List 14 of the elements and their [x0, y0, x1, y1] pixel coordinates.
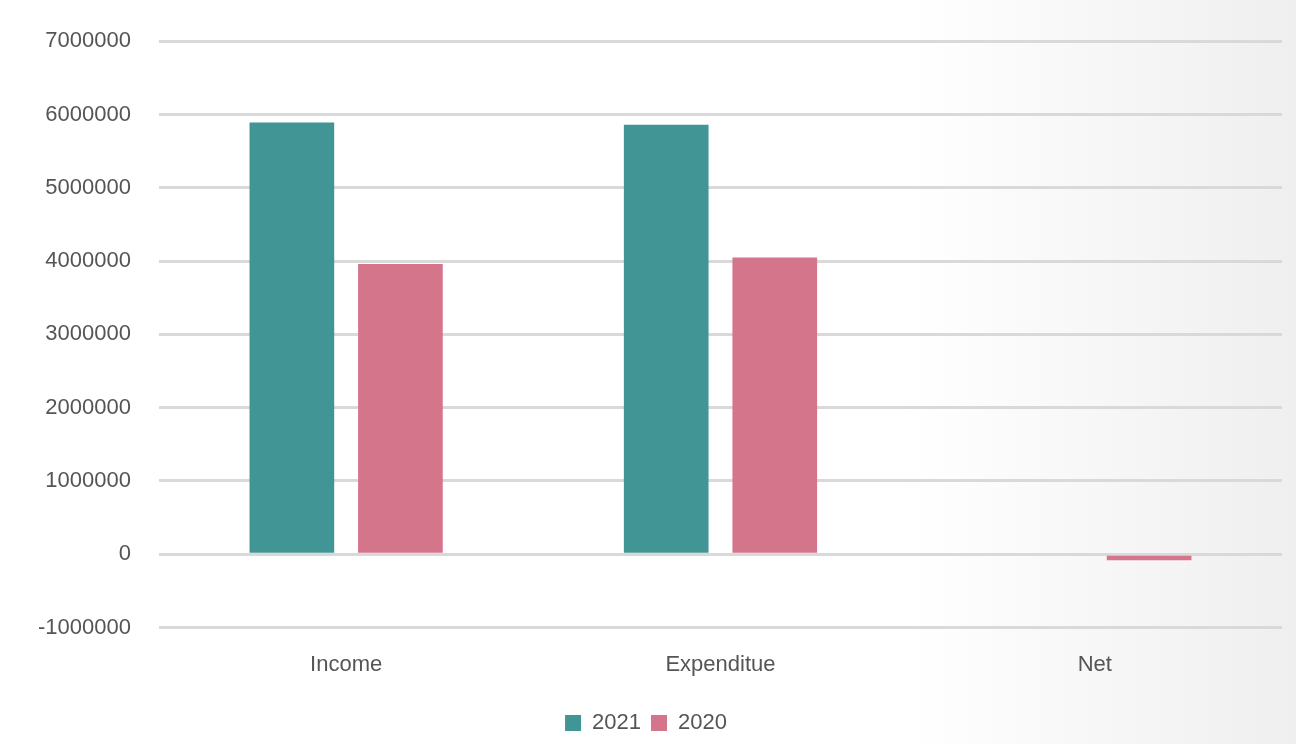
y-tick-label: 6000000: [45, 100, 131, 126]
y-tick-label: 0: [118, 540, 131, 566]
y-tick-label: 2000000: [45, 393, 131, 419]
x-tick-label: Income: [310, 650, 383, 676]
y-tick-label: 7000000: [45, 27, 131, 53]
y-tick-label: 1000000: [45, 467, 131, 493]
y-tick-label: 4000000: [45, 247, 131, 273]
y-tick-label: -1000000: [37, 613, 131, 639]
x-tick-label: Net: [1077, 650, 1112, 676]
y-tick-label: 5000000: [45, 173, 131, 199]
x-tick-label: Expenditue: [665, 650, 776, 676]
legend-label: 2020: [678, 709, 727, 735]
y-tick-label: 3000000: [45, 320, 131, 346]
legend-label: 2021: [592, 709, 642, 735]
